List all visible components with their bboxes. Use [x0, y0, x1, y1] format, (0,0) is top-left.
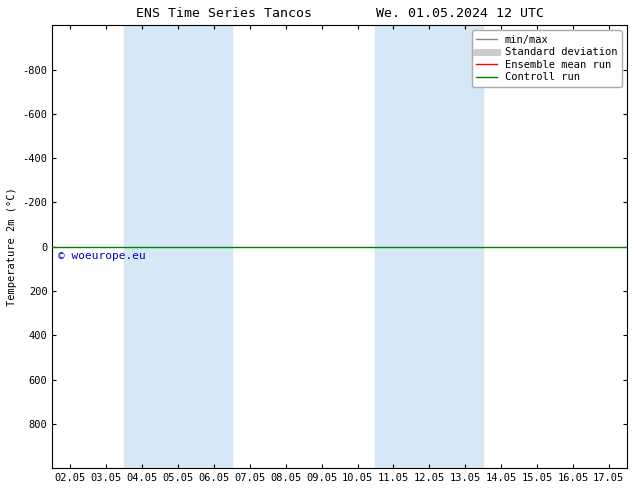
Title: ENS Time Series Tancos        We. 01.05.2024 12 UTC: ENS Time Series Tancos We. 01.05.2024 12… — [136, 7, 543, 20]
Text: © woeurope.eu: © woeurope.eu — [58, 251, 146, 261]
Y-axis label: Temperature 2m (°C): Temperature 2m (°C) — [7, 187, 17, 306]
Bar — [375, 25, 483, 468]
Legend: min/max, Standard deviation, Ensemble mean run, Controll run: min/max, Standard deviation, Ensemble me… — [472, 30, 621, 87]
Bar — [124, 25, 232, 468]
